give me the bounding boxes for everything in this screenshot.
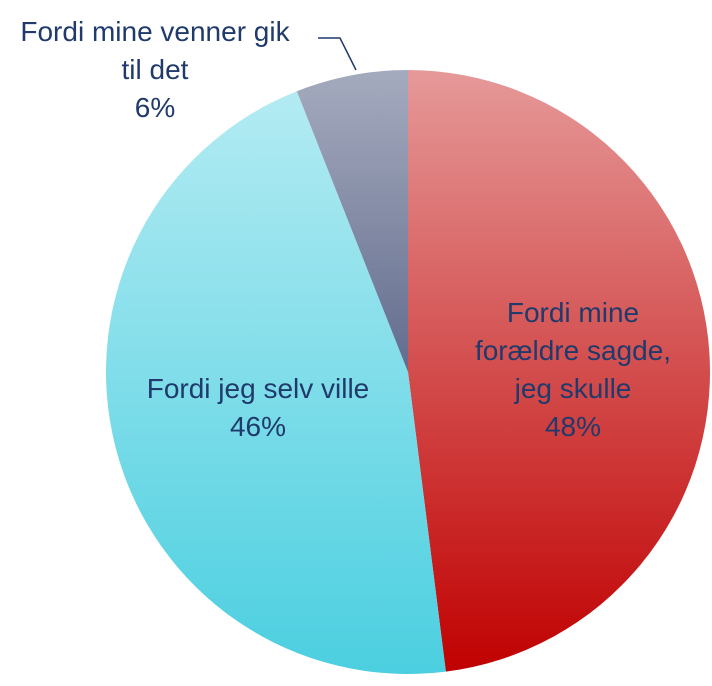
value-label: 48% (544, 411, 602, 442)
leader-line (318, 37, 357, 71)
category-label: Fordi jeg selv ville (146, 373, 370, 404)
category-label: Fordi mine venner gik til det (20, 16, 290, 85)
pie-slice (106, 91, 446, 674)
pie-slice (296, 70, 408, 372)
data-label: Fordi mine forældre sagde, jeg skulle 48% (458, 294, 688, 446)
pie-slice (408, 70, 711, 672)
value-label: 6% (134, 92, 176, 123)
data-label: Fordi mine venner gik til det 6% (20, 13, 290, 127)
value-label: 46% (229, 411, 287, 442)
data-label: Fordi jeg selv ville 46% (147, 370, 370, 446)
category-label: Fordi mine forældre sagde, jeg skulle (474, 297, 672, 404)
